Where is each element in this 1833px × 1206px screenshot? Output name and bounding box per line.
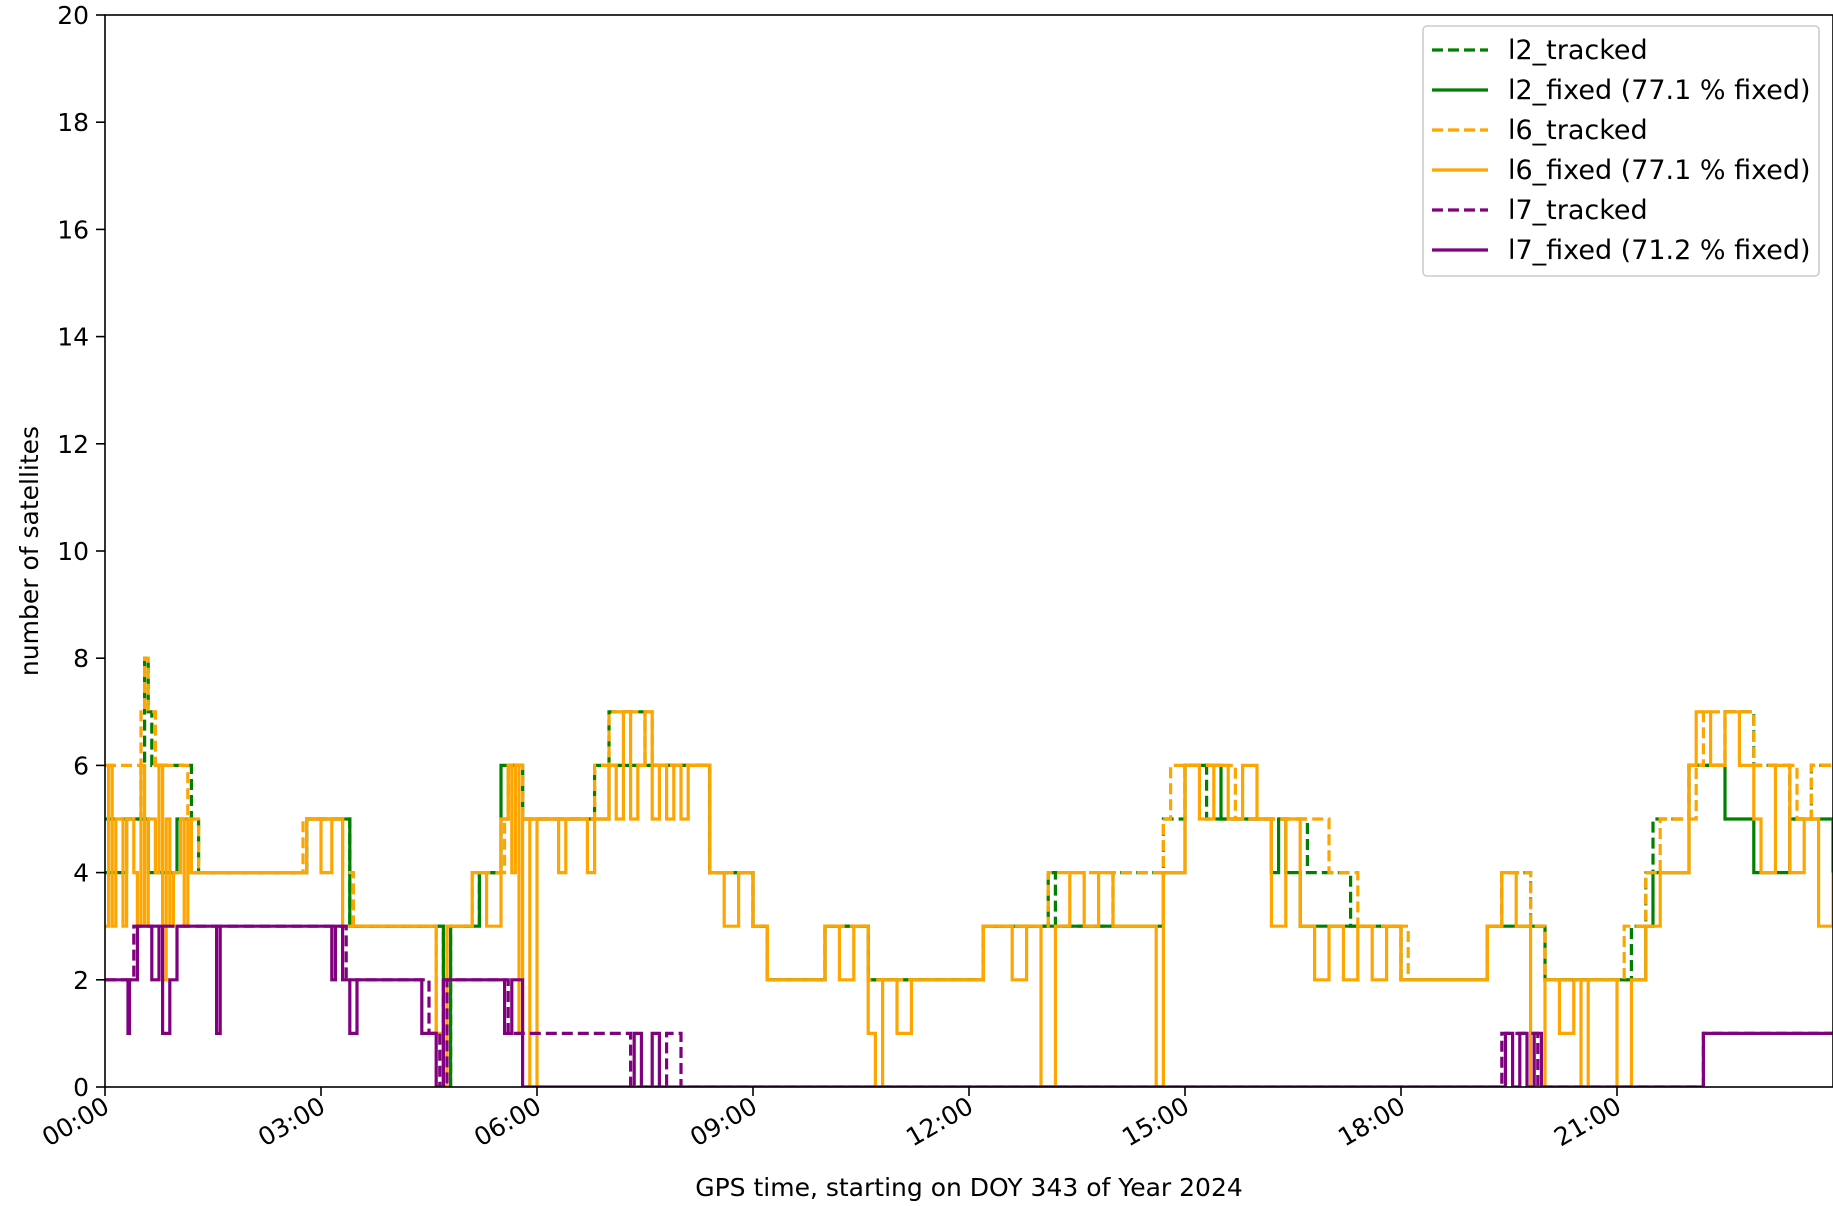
y-tick-label: 20 [57, 1, 89, 30]
series-layer [105, 656, 1833, 1087]
series-line [105, 924, 1833, 1087]
legend-label: l2_tracked [1508, 35, 1648, 66]
x-axis-label: GPS time, starting on DOY 343 of Year 20… [695, 1173, 1243, 1202]
y-tick-label: 8 [73, 644, 89, 673]
y-tick-label: 4 [73, 859, 89, 888]
y-tick-label: 16 [57, 215, 89, 244]
legend-label: l7_fixed (71.2 % fixed) [1508, 235, 1811, 266]
legend: l2_tracked l2_fixed (77.1 % fixed) l6_trac… [1422, 25, 1820, 277]
y-axis: 0 2 4 6 8 10 12 14 16 18 20 [57, 1, 105, 1102]
legend-box [1422, 25, 1820, 277]
y-tick-label: 10 [57, 537, 89, 566]
legend-label: l7_tracked [1508, 195, 1648, 226]
y-tick-label: 0 [73, 1073, 89, 1102]
y-tick-label: 14 [57, 323, 89, 352]
y-tick-label: 12 [57, 430, 89, 459]
y-tick-label: 6 [73, 751, 89, 780]
y-tick-label: 18 [57, 108, 89, 137]
series-line [105, 656, 1833, 1087]
y-tick-label: 2 [73, 966, 89, 995]
legend-label: l6_tracked [1508, 115, 1648, 146]
legend-label: l6_fixed (77.1 % fixed) [1508, 155, 1811, 186]
y-axis-label: number of satellites [15, 426, 44, 676]
series-line [105, 710, 1833, 1087]
legend-label: l2_fixed (77.1 % fixed) [1508, 75, 1811, 106]
